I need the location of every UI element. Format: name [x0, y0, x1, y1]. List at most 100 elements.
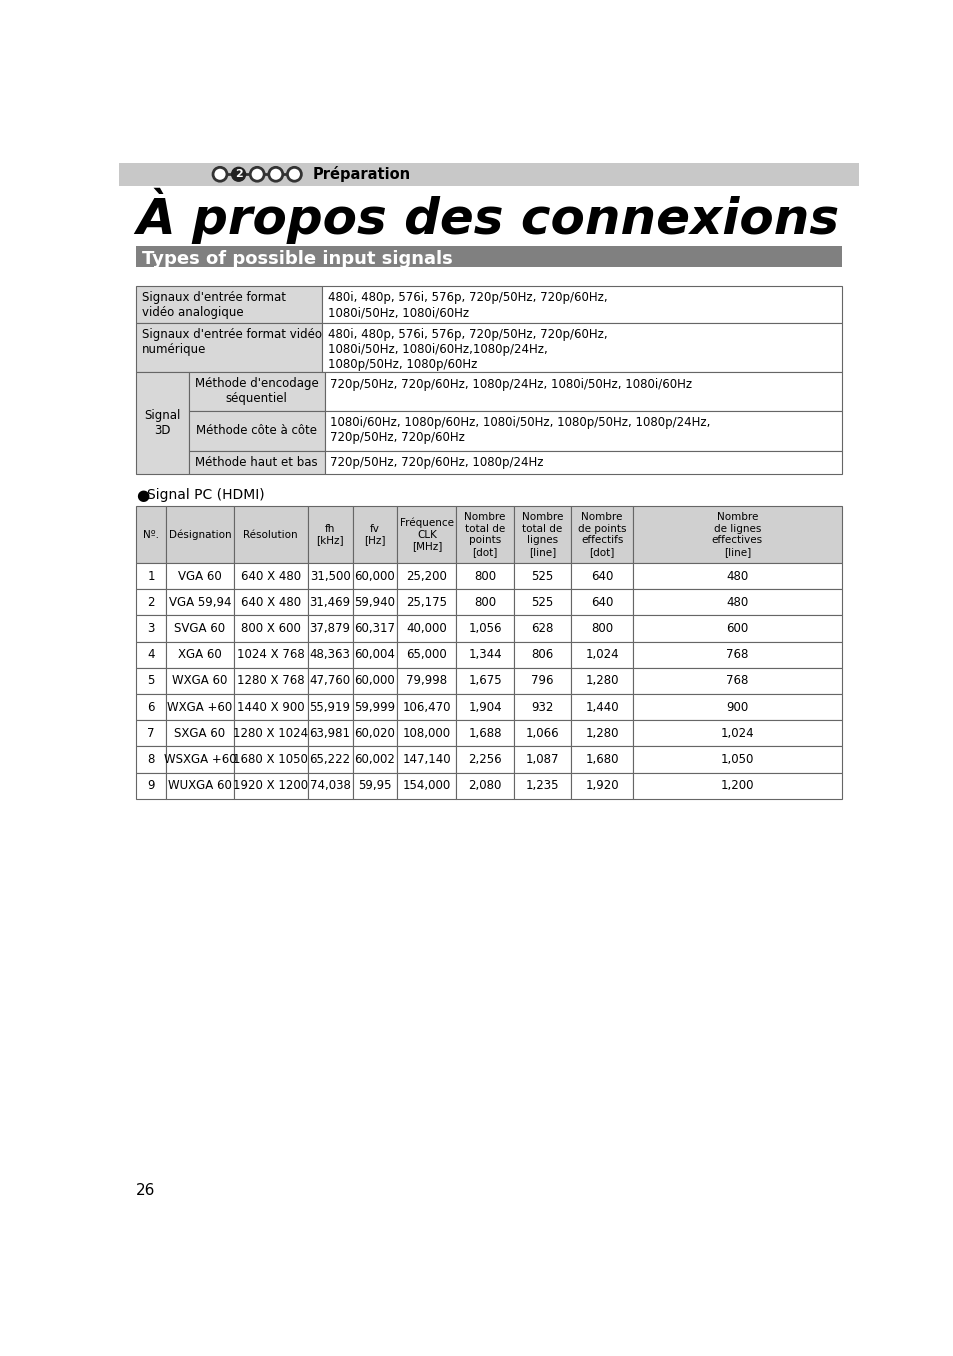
Text: 60,000: 60,000 [355, 570, 395, 583]
Text: 796: 796 [531, 674, 553, 687]
Text: 640 X 480: 640 X 480 [240, 570, 300, 583]
Text: 37,879: 37,879 [309, 622, 350, 635]
Text: 900: 900 [725, 701, 748, 713]
Bar [307, 641, 353, 669]
Text: WSXGA +60: WSXGA +60 [163, 753, 236, 766]
Bar [136, 506, 166, 563]
Bar [307, 563, 353, 590]
Bar [233, 506, 307, 563]
Text: 6: 6 [147, 701, 154, 713]
Text: Méthode côte à côte: Méthode côte à côte [196, 424, 317, 437]
Bar [571, 563, 633, 590]
Bar [513, 694, 571, 720]
Bar [571, 773, 633, 799]
Text: 26: 26 [136, 1182, 155, 1197]
Bar [353, 720, 397, 746]
Text: 1920 X 1200: 1920 X 1200 [233, 780, 308, 792]
Text: Signaux d'entrée format
vidéo analogique: Signaux d'entrée format vidéo analogique [142, 292, 286, 319]
Text: 1,024: 1,024 [720, 727, 753, 740]
Text: WXGA 60: WXGA 60 [172, 674, 228, 687]
Bar [166, 720, 233, 746]
Text: 800 X 600: 800 X 600 [240, 622, 300, 635]
Text: Méthode d'encodage
séquentiel: Méthode d'encodage séquentiel [194, 377, 318, 405]
Text: 108,000: 108,000 [402, 727, 451, 740]
Text: 525: 525 [531, 595, 553, 609]
Text: ●: ● [136, 488, 150, 503]
Text: 65,222: 65,222 [309, 753, 351, 766]
Bar [633, 590, 841, 616]
Text: 1,235: 1,235 [525, 780, 558, 792]
Text: 65,000: 65,000 [406, 648, 447, 662]
Text: 1,440: 1,440 [584, 701, 618, 713]
Bar [513, 720, 571, 746]
Bar [397, 590, 456, 616]
Text: 480: 480 [725, 570, 748, 583]
Bar [136, 641, 166, 669]
Bar [353, 616, 397, 641]
Bar [513, 590, 571, 616]
Text: 1024 X 768: 1024 X 768 [236, 648, 304, 662]
Bar [633, 506, 841, 563]
Text: 1280 X 768: 1280 X 768 [236, 674, 304, 687]
Text: WUXGA 60: WUXGA 60 [168, 780, 232, 792]
Circle shape [232, 167, 245, 182]
Text: 1,920: 1,920 [584, 780, 618, 792]
Bar [353, 746, 397, 773]
Text: 31,469: 31,469 [309, 595, 351, 609]
Bar [322, 323, 841, 372]
Circle shape [250, 167, 264, 182]
Text: 55,919: 55,919 [309, 701, 350, 713]
Bar [456, 773, 513, 799]
Bar [633, 746, 841, 773]
Text: 47,760: 47,760 [309, 674, 351, 687]
Text: Signal
3D: Signal 3D [144, 410, 181, 437]
Text: 2: 2 [234, 170, 242, 179]
Bar [307, 616, 353, 641]
Text: 800: 800 [591, 622, 613, 635]
Bar [307, 773, 353, 799]
Bar [166, 641, 233, 669]
Text: 1,680: 1,680 [585, 753, 618, 766]
Text: 154,000: 154,000 [402, 780, 451, 792]
Text: Nombre
total de
lignes
[line]: Nombre total de lignes [line] [521, 513, 562, 557]
Text: fv
[Hz]: fv [Hz] [364, 523, 385, 545]
Text: 1,050: 1,050 [720, 753, 753, 766]
Text: 147,140: 147,140 [402, 753, 451, 766]
Bar [136, 616, 166, 641]
Bar [513, 506, 571, 563]
Text: 1,688: 1,688 [468, 727, 501, 740]
Bar [166, 746, 233, 773]
Text: 1080i/60Hz, 1080p/60Hz, 1080i/50Hz, 1080p/50Hz, 1080p/24Hz,
720p/50Hz, 720p/60Hz: 1080i/60Hz, 1080p/60Hz, 1080i/50Hz, 1080… [330, 416, 710, 443]
Bar [633, 720, 841, 746]
Bar [513, 616, 571, 641]
Text: 1,904: 1,904 [468, 701, 501, 713]
Text: 1,024: 1,024 [584, 648, 618, 662]
Text: Signal PC (HDMI): Signal PC (HDMI) [147, 488, 265, 502]
Bar [136, 590, 166, 616]
Text: Désignation: Désignation [169, 529, 231, 540]
Bar [233, 746, 307, 773]
Bar [353, 773, 397, 799]
Bar [307, 746, 353, 773]
Bar [571, 694, 633, 720]
Bar [136, 563, 166, 590]
Text: 1440 X 900: 1440 X 900 [236, 701, 304, 713]
Bar [166, 694, 233, 720]
Bar [571, 641, 633, 669]
Bar [233, 641, 307, 669]
Bar [397, 669, 456, 694]
Text: 1,280: 1,280 [585, 727, 618, 740]
Text: 720p/50Hz, 720p/60Hz, 1080p/24Hz, 1080i/50Hz, 1080i/60Hz: 720p/50Hz, 720p/60Hz, 1080p/24Hz, 1080i/… [330, 377, 692, 391]
Bar [136, 720, 166, 746]
Text: 480i, 480p, 576i, 576p, 720p/50Hz, 720p/60Hz,
1080i/50Hz, 1080i/60Hz,1080p/24Hz,: 480i, 480p, 576i, 576p, 720p/50Hz, 720p/… [328, 328, 607, 372]
Bar [397, 720, 456, 746]
Text: 5: 5 [147, 674, 154, 687]
Bar [166, 773, 233, 799]
Text: 1: 1 [147, 570, 154, 583]
Text: 600: 600 [725, 622, 748, 635]
Text: 59,95: 59,95 [358, 780, 392, 792]
Text: Types of possible input signals: Types of possible input signals [142, 250, 453, 267]
Bar [233, 773, 307, 799]
Text: 48,363: 48,363 [310, 648, 350, 662]
Text: 63,981: 63,981 [309, 727, 350, 740]
